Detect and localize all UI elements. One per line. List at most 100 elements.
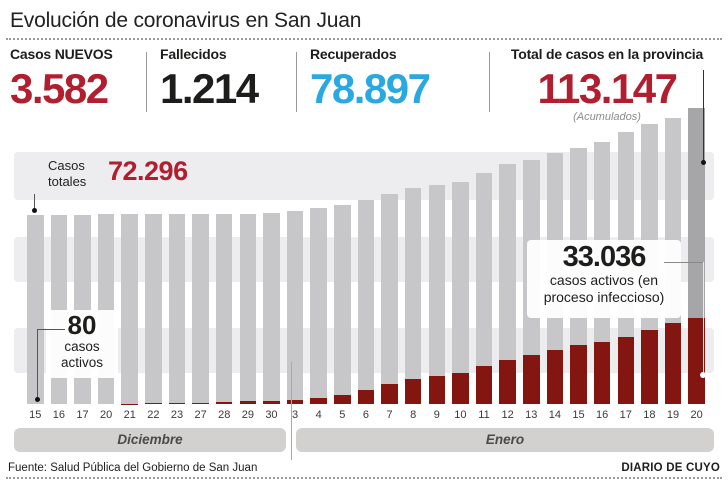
leader-dot	[701, 160, 706, 165]
x-tick-label: 28	[218, 409, 231, 421]
leader-dot	[35, 397, 40, 402]
bar-active	[145, 403, 162, 404]
stat-label: Casos NUEVOS	[10, 46, 113, 62]
stat-divider	[489, 52, 490, 112]
bar-active	[664, 323, 682, 404]
x-tick-label: 20	[690, 409, 703, 421]
bar-active	[357, 390, 375, 404]
bar-active	[688, 317, 705, 404]
bar-active	[286, 400, 304, 404]
stat-divider	[296, 52, 297, 112]
divider-bottom-dotted	[6, 477, 722, 479]
stat-divider	[146, 52, 147, 112]
annotation-80-casos-activos: 80 casos activos	[46, 310, 118, 378]
bar-active	[617, 336, 634, 404]
bar-total	[499, 163, 516, 404]
x-tick-label: 13	[525, 409, 538, 421]
bar-total	[357, 199, 375, 404]
x-tick-label: 11	[478, 409, 490, 421]
bar-total	[475, 172, 493, 404]
stat-value: 1.214	[160, 65, 259, 112]
stat-value: 3.582	[10, 65, 109, 112]
month-label: Diciembre	[117, 432, 183, 447]
x-tick-label: 14	[548, 409, 561, 421]
bar-active	[239, 400, 257, 404]
month-label: Enero	[485, 432, 525, 447]
stat-label: Fallecidos	[160, 46, 227, 62]
x-tick-label: 7	[386, 409, 393, 421]
stat-total-provincia: Total de casos en la provincia 113.147 (…	[492, 46, 722, 123]
x-tick-label: 4	[315, 409, 322, 421]
annotation-value: 80	[67, 310, 97, 340]
bar-active	[310, 398, 327, 404]
x-tick-label: 29	[241, 409, 254, 421]
x-tick-label: 27	[194, 409, 207, 421]
stat-note-acumulados: (Acumulados)	[573, 111, 641, 123]
annotation-text: casos activos (en	[549, 272, 659, 289]
x-tick-label: 16	[596, 409, 609, 421]
x-tick-label: 17	[619, 409, 632, 421]
annotation-text: activos	[60, 354, 104, 370]
bar-total	[27, 214, 44, 404]
stat-label: Total de casos en la provincia	[510, 46, 704, 62]
page-title: Evolución de coronavirus en San Juan	[10, 9, 362, 32]
annotation-text: casos	[64, 339, 100, 355]
bar-total	[192, 213, 209, 404]
bar-total	[381, 193, 398, 404]
x-tick-label: 17	[76, 409, 89, 421]
stat-value: 78.897	[310, 65, 431, 112]
x-tick-label: 3	[292, 409, 299, 421]
bar-active	[215, 401, 233, 404]
x-tick-label: 9	[433, 409, 440, 421]
leader-line	[37, 329, 38, 399]
bar-active	[192, 402, 209, 404]
annotation-text: proceso infeccioso)	[543, 288, 665, 305]
x-tick-label: 6	[362, 409, 369, 421]
bar-active	[428, 375, 446, 404]
leader-line	[664, 262, 703, 263]
x-tick-label: 5	[339, 409, 346, 421]
x-tick-label: 22	[147, 409, 160, 421]
x-tick-label: 20	[99, 409, 113, 421]
stat-recuperados: Recuperados 78.897	[310, 46, 480, 110]
stat-casos-nuevos: Casos NUEVOS 3.582	[10, 46, 145, 110]
bar-total	[168, 214, 186, 404]
leader-line	[34, 194, 35, 208]
divider-top-dotted	[6, 38, 722, 40]
bar-active	[381, 384, 398, 404]
month-divider-line	[291, 362, 292, 460]
bar-total	[404, 188, 422, 404]
bar-active	[499, 360, 516, 404]
bar-active	[641, 329, 658, 404]
bar-active	[263, 401, 280, 404]
bar-active	[452, 373, 469, 404]
bar-active	[404, 379, 422, 404]
publisher-credit: DIARIO DE CUYO	[621, 462, 720, 474]
bar-active	[570, 344, 587, 404]
annotation-casos-totales-value: 72.296	[108, 156, 188, 186]
x-tick-label: 19	[666, 409, 680, 421]
leader-dot-white	[700, 372, 706, 378]
annotation-value: 33.036	[562, 241, 647, 273]
x-tick-label: 10	[454, 409, 467, 421]
bar-total	[428, 184, 446, 404]
bar-active	[546, 349, 564, 404]
x-tick-label: 23	[170, 409, 184, 421]
bar-total	[286, 210, 304, 404]
bar-total	[263, 213, 280, 404]
leader-line	[703, 70, 704, 161]
x-tick-label: 21	[123, 409, 136, 421]
bar-active	[475, 365, 493, 404]
bar-total	[310, 208, 327, 404]
bar-total	[121, 214, 138, 404]
stat-label: Recuperados	[310, 46, 397, 62]
leader-line	[703, 262, 704, 374]
stat-value: 113.147	[537, 65, 678, 112]
bar-total	[334, 205, 351, 404]
x-tick-label: 16	[52, 409, 65, 421]
x-tick-label: 18	[643, 409, 656, 421]
bar-active	[593, 341, 611, 404]
x-tick-label: 12	[501, 409, 514, 421]
leader-line	[37, 329, 65, 330]
